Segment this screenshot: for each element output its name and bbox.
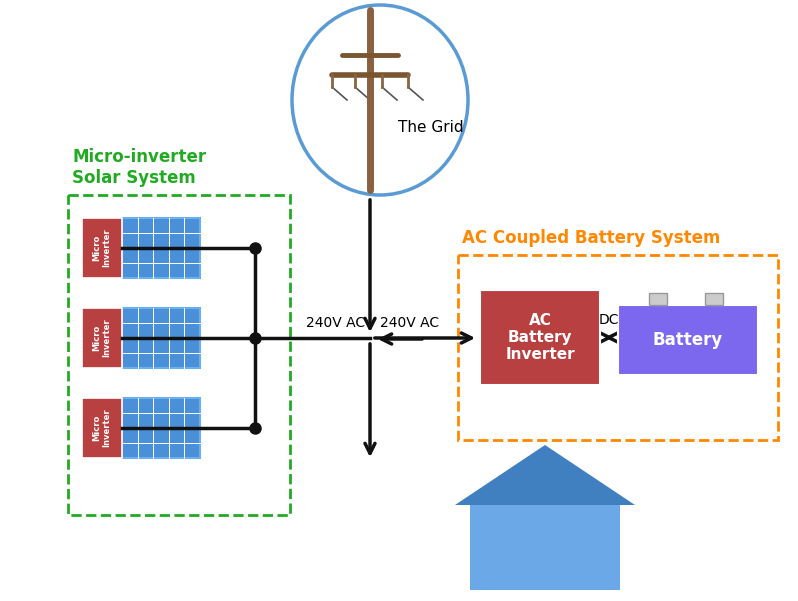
Text: Micro-inverter
Solar System: Micro-inverter Solar System <box>72 148 206 187</box>
Bar <box>618 305 758 375</box>
Text: Micro
Inverter: Micro Inverter <box>93 229 112 267</box>
Bar <box>82 308 122 368</box>
Text: The Grid: The Grid <box>398 120 464 135</box>
Text: AC
Battery
Inverter: AC Battery Inverter <box>505 313 575 362</box>
Text: 240V AC: 240V AC <box>306 316 365 330</box>
Bar <box>122 308 200 368</box>
Polygon shape <box>455 445 635 505</box>
Text: 240V AC: 240V AC <box>380 316 439 330</box>
Bar <box>649 293 667 305</box>
Bar <box>68 195 290 515</box>
Polygon shape <box>470 450 620 590</box>
Text: Micro
Inverter: Micro Inverter <box>93 409 112 447</box>
Text: AC Coupled Battery System: AC Coupled Battery System <box>462 229 721 247</box>
Text: DC: DC <box>598 314 619 328</box>
Bar <box>458 255 778 440</box>
Bar <box>480 290 600 385</box>
Text: Micro
Inverter: Micro Inverter <box>93 319 112 358</box>
Ellipse shape <box>292 5 468 195</box>
Bar <box>122 218 200 278</box>
Bar <box>122 398 200 458</box>
Bar <box>82 218 122 278</box>
Bar <box>82 398 122 458</box>
Bar <box>705 293 723 305</box>
Text: Battery: Battery <box>653 331 723 349</box>
